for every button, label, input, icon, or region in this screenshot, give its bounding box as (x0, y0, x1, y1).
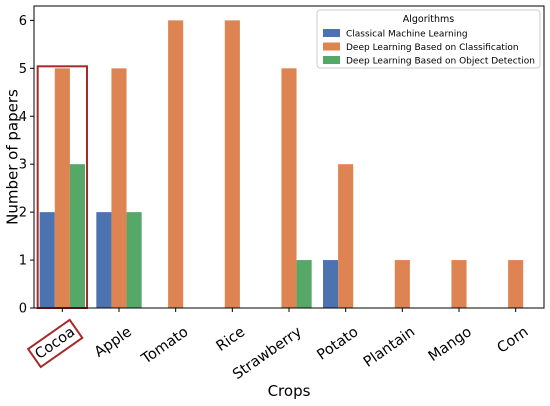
x-axis-label: Crops (268, 382, 311, 400)
legend: Algorithms Classical Machine Learning Deep… (316, 9, 541, 69)
y-axis-label: Number of papers (4, 89, 22, 225)
y-axis: 0 1 2 3 4 5 6 (19, 14, 34, 317)
y-tick-label: 6 (19, 14, 27, 29)
legend-label-0: Classical Machine Learning (346, 30, 468, 40)
legend-label-1: Deep Learning Based on Classification (346, 43, 519, 53)
bar-strawberry-series-1 (281, 68, 297, 308)
bar-mango-series-1 (451, 260, 467, 308)
legend-label-2: Deep Learning Based on Object Detection (346, 57, 535, 67)
bar-potato-series-1 (338, 164, 354, 308)
bar-apple-series-0 (96, 212, 112, 308)
bar-plantain-series-1 (394, 260, 410, 308)
bar-potato-series-0 (323, 260, 339, 308)
legend-swatch-0 (323, 29, 340, 37)
bar-cocoa-series-2 (69, 164, 85, 308)
x-tick-label-tomato: Tomato (138, 324, 191, 368)
x-tick-label-mango: Mango (426, 324, 475, 365)
bar-strawberry-series-2 (296, 260, 312, 308)
legend-swatch-1 (323, 42, 340, 51)
bar-corn-series-1 (508, 260, 524, 308)
x-tick-label-plantain: Plantain (361, 324, 418, 371)
x-tick-label-rice: Rice (214, 324, 249, 355)
bar-cocoa-series-1 (54, 68, 70, 308)
bar-rice-series-1 (224, 20, 240, 308)
bar-cocoa-series-0 (39, 212, 55, 308)
y-tick-label: 0 (19, 302, 27, 317)
bars-layer (39, 20, 524, 308)
x-tick-label-corn: Corn (495, 324, 532, 357)
highlight-label-box (26, 318, 84, 369)
legend-box (316, 9, 541, 69)
y-tick-label: 1 (19, 254, 27, 269)
legend-swatch-2 (323, 56, 340, 64)
bar-apple-series-2 (126, 212, 142, 308)
y-tick-label: 2 (19, 206, 27, 221)
y-tick-label: 4 (19, 110, 27, 125)
legend-title: Algorithms (403, 14, 455, 25)
x-tick-label-potato: Potato (314, 324, 361, 364)
bar-apple-series-1 (111, 68, 127, 308)
y-tick-label: 5 (19, 62, 27, 77)
x-tick-label-apple: Apple (92, 324, 135, 361)
y-tick-label: 3 (19, 158, 27, 173)
bar-tomato-series-1 (168, 20, 184, 308)
